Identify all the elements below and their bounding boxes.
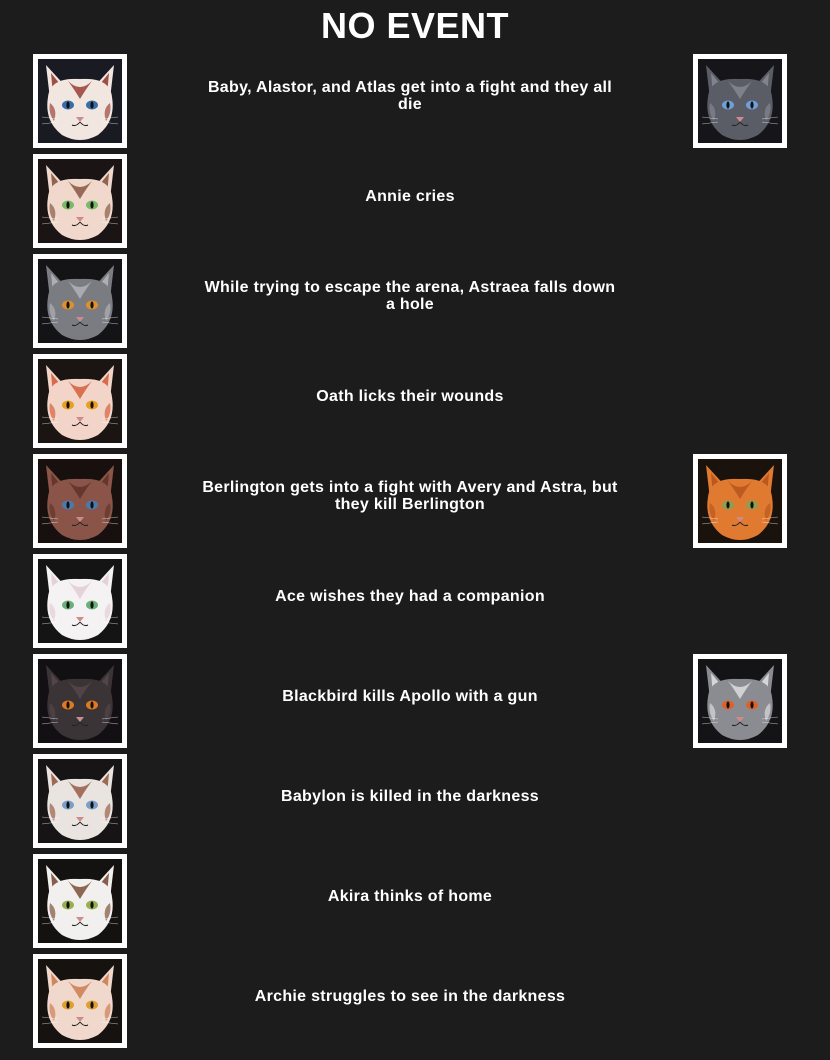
- event-row: While trying to escape the arena, Astrae…: [0, 254, 830, 348]
- event-description: Annie cries: [365, 187, 455, 205]
- event-description: Ace wishes they had a companion: [275, 587, 545, 605]
- cat-portrait-icon: [33, 154, 127, 248]
- event-row: Akira thinks of home: [0, 854, 830, 948]
- cat-portrait-icon: [33, 254, 127, 348]
- cat-portrait-icon: [33, 654, 127, 748]
- event-description: Blackbird kills Apollo with a gun: [282, 687, 538, 705]
- cat-portrait-icon: [33, 54, 127, 148]
- cat-portrait-icon: [693, 54, 787, 148]
- cat-portrait-icon: [33, 554, 127, 648]
- cat-portrait-icon: [33, 854, 127, 948]
- event-description: Babylon is killed in the darkness: [281, 787, 539, 805]
- cat-portrait-icon: [693, 654, 787, 748]
- event-description: Berlington gets into a fight with Avery …: [202, 479, 618, 513]
- event-text: Babylon is killed in the darkness: [200, 754, 620, 848]
- event-description: Baby, Alastor, and Atlas get into a figh…: [207, 79, 613, 113]
- cat-portrait-icon: [33, 354, 127, 448]
- event-description: Oath licks their wounds: [316, 387, 504, 405]
- event-row: Annie cries: [0, 154, 830, 248]
- event-description: Akira thinks of home: [327, 887, 493, 905]
- event-text: Ace wishes they had a companion: [200, 554, 620, 648]
- event-row: Oath licks their wounds: [0, 354, 830, 448]
- cat-portrait-icon: [33, 454, 127, 548]
- event-row: Ace wishes they had a companion: [0, 554, 830, 648]
- event-description: While trying to escape the arena, Astrae…: [204, 279, 616, 313]
- event-row: Baby, Alastor, and Atlas get into a figh…: [0, 54, 830, 148]
- cat-portrait-icon: [693, 454, 787, 548]
- event-text: While trying to escape the arena, Astrae…: [200, 254, 620, 348]
- event-text: Oath licks their wounds: [200, 354, 620, 448]
- event-text: Akira thinks of home: [200, 854, 620, 948]
- event-text: Archie struggles to see in the darkness: [200, 954, 620, 1048]
- cat-portrait-icon: [33, 954, 127, 1048]
- event-text: Berlington gets into a fight with Avery …: [200, 454, 620, 548]
- event-description: Archie struggles to see in the darkness: [254, 987, 566, 1005]
- event-row: Blackbird kills Apollo with a gun: [0, 654, 830, 748]
- event-row: Archie struggles to see in the darkness: [0, 954, 830, 1048]
- event-row: Berlington gets into a fight with Avery …: [0, 454, 830, 548]
- event-text: Annie cries: [200, 154, 620, 248]
- event-row: Babylon is killed in the darkness: [0, 754, 830, 848]
- page-title: NO EVENT: [320, 5, 510, 46]
- event-text: Baby, Alastor, and Atlas get into a figh…: [200, 54, 620, 148]
- event-text: Blackbird kills Apollo with a gun: [200, 654, 620, 748]
- cat-portrait-icon: [33, 754, 127, 848]
